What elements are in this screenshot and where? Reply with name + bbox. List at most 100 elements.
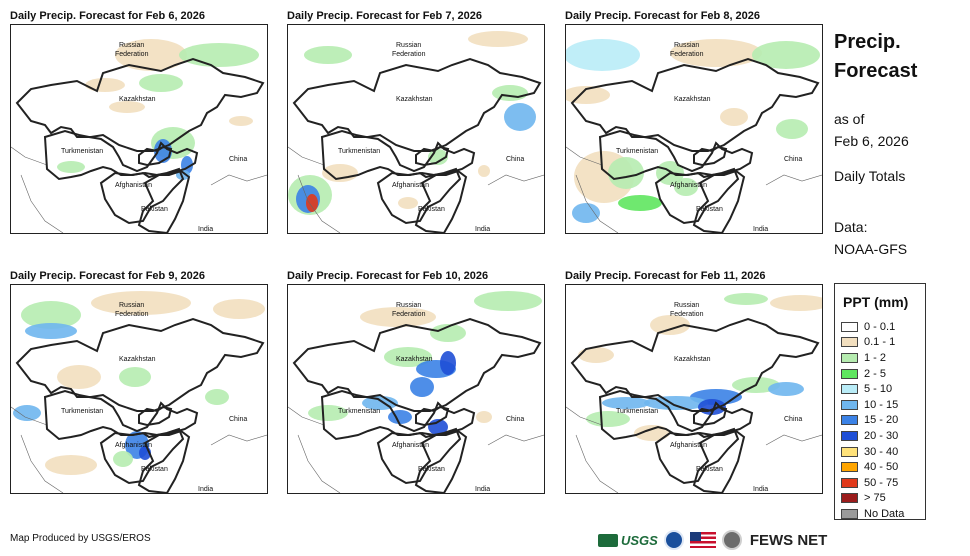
map-graphic: Russian Federation Kazakhstan Turkmenist… xyxy=(11,291,267,493)
legend-item: 10 - 15 xyxy=(841,397,904,413)
as-of-block: as of Feb 6, 2026 xyxy=(834,108,909,152)
precip-area xyxy=(572,203,600,223)
precip-area xyxy=(776,119,808,139)
label-afghanistan: Afghanistan xyxy=(392,442,429,449)
label-kazakhstan: Kazakhstan xyxy=(674,96,711,103)
legend-label: 15 - 20 xyxy=(864,414,899,427)
label-china: China xyxy=(506,416,524,423)
precip-area xyxy=(634,425,670,441)
label-russia-2: Federation xyxy=(670,51,704,58)
legend-label: 0 - 0.1 xyxy=(864,320,896,333)
panel-title: Daily Precip. Forecast for Feb 9, 2026 xyxy=(10,270,206,282)
label-india: India xyxy=(198,226,213,233)
label-kazakhstan: Kazakhstan xyxy=(396,96,433,103)
legend-item: 30 - 40 xyxy=(841,444,904,460)
legend-swatch xyxy=(841,462,858,473)
legend-label: 0.1 - 1 xyxy=(864,336,896,349)
legend-label: > 75 xyxy=(864,492,886,505)
legend-item: 50 - 75 xyxy=(841,475,904,491)
precip-area xyxy=(360,307,436,327)
precip-area xyxy=(720,108,748,126)
fews-net-logo: FEWS NET xyxy=(749,531,828,549)
precip-area xyxy=(229,116,253,126)
precip-area xyxy=(119,367,151,387)
legend-item: 5 - 10 xyxy=(841,381,904,397)
legend-label: 1 - 2 xyxy=(864,351,887,364)
legend-label: 30 - 40 xyxy=(864,445,899,458)
us-flag-icon xyxy=(689,532,716,548)
label-turkmenistan: Turkmenistan xyxy=(61,408,103,415)
label-pakistan: Pakistan xyxy=(141,466,168,473)
panel-title: Daily Precip. Forecast for Feb 11, 2026 xyxy=(565,270,766,282)
legend-title: PPT (mm) xyxy=(843,294,909,310)
precip-area xyxy=(768,382,804,396)
legend: PPT (mm) 0 - 0.1 0.1 - 1 1 - 2 2 - 5 5 - 10 1… xyxy=(834,283,926,520)
precip-area xyxy=(478,165,490,177)
footer-logos: USGS FEWS NET xyxy=(598,527,827,553)
label-russia-1: Russian xyxy=(396,302,421,309)
legend-item: 1 - 2 xyxy=(841,350,904,366)
label-china: China xyxy=(784,416,802,423)
forecast-map: Russian Federation Kazakhstan Turkmenist… xyxy=(565,24,823,234)
legend-swatch xyxy=(841,415,858,426)
side-title-line1: Precip. xyxy=(834,31,901,53)
precip-area xyxy=(608,157,644,189)
label-pakistan: Pakistan xyxy=(141,206,168,213)
legend-label: 10 - 15 xyxy=(864,398,899,411)
legend-item: 15 - 20 xyxy=(841,413,904,429)
label-kazakhstan: Kazakhstan xyxy=(119,356,156,363)
precip-area xyxy=(724,293,768,305)
usgs-text: USGS xyxy=(621,532,658,548)
legend-swatch xyxy=(841,493,858,504)
forecast-panel-2: Daily Precip. Forecast for Feb 7, 2026 R… xyxy=(287,10,545,260)
legend-label: 40 - 50 xyxy=(864,461,899,474)
label-pakistan: Pakistan xyxy=(696,206,723,213)
label-russia-1: Russian xyxy=(674,302,699,309)
label-afghanistan: Afghanistan xyxy=(392,182,429,189)
precip-area xyxy=(770,295,822,311)
map-graphic: Russian Federation Kazakhstan Turkmenist… xyxy=(288,31,544,233)
precip-area xyxy=(440,351,456,375)
label-turkmenistan: Turkmenistan xyxy=(616,148,658,155)
label-kazakhstan: Kazakhstan xyxy=(396,356,433,363)
map-graphic: Russian Federation Kazakhstan Turkmenist… xyxy=(566,39,822,233)
legend-item: No Data xyxy=(841,506,904,522)
as-of-label: as of xyxy=(834,111,865,127)
legend-label: 2 - 5 xyxy=(864,367,887,380)
label-russia-1: Russian xyxy=(674,42,699,49)
label-china: China xyxy=(784,156,802,163)
usgs-mark-icon xyxy=(598,533,618,547)
precip-area xyxy=(384,347,432,367)
label-turkmenistan: Turkmenistan xyxy=(338,148,380,155)
label-russia-1: Russian xyxy=(119,42,144,49)
label-china: China xyxy=(229,156,247,163)
forecast-map: Russian Federation Kazakhstan Turkmenist… xyxy=(10,284,268,494)
label-kazakhstan: Kazakhstan xyxy=(119,96,156,103)
noaa-logo-icon xyxy=(663,530,684,550)
legend-swatch xyxy=(841,352,858,363)
label-russia-1: Russian xyxy=(396,42,421,49)
data-source-value: NOAA-GFS xyxy=(834,241,908,257)
legend-swatch xyxy=(841,368,858,379)
precip-area xyxy=(308,405,348,421)
daily-totals: Daily Totals xyxy=(834,168,906,184)
precip-area xyxy=(644,396,708,410)
precip-area xyxy=(650,315,690,335)
precip-area xyxy=(306,194,318,212)
precip-area xyxy=(57,365,101,389)
precip-area xyxy=(504,103,536,131)
label-turkmenistan: Turkmenistan xyxy=(338,408,380,415)
precip-area xyxy=(618,195,662,211)
forecast-panel-6: Daily Precip. Forecast for Feb 11, 2026 … xyxy=(565,270,823,520)
forecast-panel-4: Daily Precip. Forecast for Feb 9, 2026 R… xyxy=(10,270,268,520)
map-credit: Map Produced by USGS/EROS xyxy=(10,533,151,544)
label-russia-2: Federation xyxy=(392,311,426,318)
legend-swatch xyxy=(841,446,858,457)
precip-area xyxy=(410,377,434,397)
precip-area xyxy=(398,197,418,209)
legend-label: 50 - 75 xyxy=(864,476,899,489)
legend-item: > 75 xyxy=(841,491,904,507)
precip-area xyxy=(674,178,698,196)
label-pakistan: Pakistan xyxy=(418,206,445,213)
legend-label: No Data xyxy=(864,507,905,520)
